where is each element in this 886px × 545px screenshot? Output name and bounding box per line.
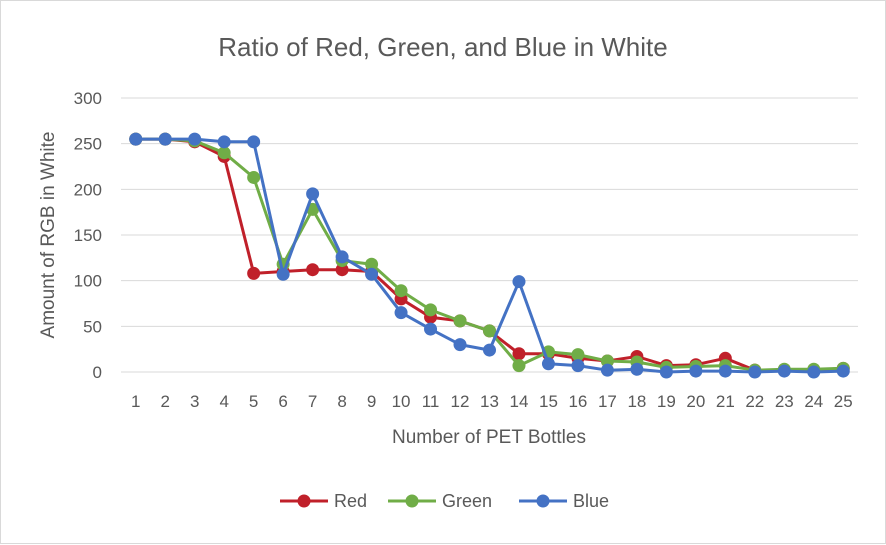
data-point-green: [571, 348, 585, 362]
x-tick-label: 19: [657, 392, 676, 411]
data-point-blue: [306, 187, 320, 201]
data-point-blue: [718, 364, 732, 378]
data-point-green: [365, 257, 379, 271]
data-point-green: [600, 354, 614, 368]
y-tick-label: 100: [74, 272, 102, 291]
data-point-blue: [512, 275, 526, 289]
x-tick-label: 10: [392, 392, 411, 411]
legend-item-green: Green: [388, 491, 492, 511]
series-red: [129, 132, 850, 377]
x-tick-label: 24: [804, 392, 823, 411]
x-tick-label: 22: [745, 392, 764, 411]
x-tick-label: 8: [337, 392, 346, 411]
data-point-blue: [424, 322, 438, 336]
x-tick-label: 12: [451, 392, 470, 411]
data-point-green: [217, 146, 231, 160]
data-point-blue: [571, 359, 585, 373]
x-axis-label: Number of PET Bottles: [392, 427, 586, 448]
y-tick-label: 300: [74, 89, 102, 108]
y-tick-label: 200: [74, 180, 102, 199]
y-axis-ticks: 0 50 100 150 200 250 300: [74, 89, 102, 382]
data-series: [129, 132, 850, 379]
y-tick-label: 150: [74, 226, 102, 245]
legend-item-red: Red: [280, 491, 367, 511]
x-tick-label: 20: [686, 392, 705, 411]
x-tick-label: 7: [308, 392, 317, 411]
x-tick-label: 3: [190, 392, 199, 411]
data-point-blue: [836, 364, 850, 378]
data-point-red: [247, 266, 261, 280]
data-point-blue: [158, 132, 172, 146]
data-point-blue: [247, 135, 261, 149]
y-tick-label: 250: [74, 135, 102, 154]
data-point-green: [247, 170, 261, 184]
data-point-blue: [748, 365, 762, 379]
x-tick-label: 14: [510, 392, 529, 411]
data-point-green: [394, 284, 408, 298]
x-tick-label: 6: [278, 392, 287, 411]
data-point-blue: [276, 267, 290, 281]
data-point-blue: [188, 132, 202, 146]
legend-marker-red: [297, 494, 311, 508]
x-tick-label: 25: [834, 392, 853, 411]
legend-item-blue: Blue: [519, 491, 609, 511]
data-point-green: [512, 359, 526, 373]
data-point-red: [306, 263, 320, 277]
x-tick-label: 13: [480, 392, 499, 411]
data-point-blue: [129, 132, 143, 146]
data-point-red: [512, 347, 526, 361]
data-point-blue: [394, 306, 408, 320]
data-point-blue: [630, 362, 644, 376]
legend-label-red: Red: [334, 491, 367, 511]
x-tick-label: 11: [422, 392, 440, 411]
data-point-blue: [453, 338, 467, 352]
x-tick-label: 18: [627, 392, 646, 411]
legend-label-blue: Blue: [573, 491, 609, 511]
x-tick-label: 16: [568, 392, 587, 411]
series-green: [129, 132, 850, 377]
x-tick-label: 17: [598, 392, 617, 411]
data-point-blue: [541, 357, 555, 371]
y-axis-label: Amount of RGB in White: [38, 132, 59, 339]
data-point-blue: [600, 363, 614, 377]
legend-marker-green: [405, 494, 419, 508]
data-point-blue: [777, 364, 791, 378]
data-point-blue: [659, 365, 673, 379]
x-tick-label: 1: [131, 392, 140, 411]
x-tick-label: 5: [249, 392, 258, 411]
x-tick-label: 23: [775, 392, 794, 411]
y-tick-label: 50: [83, 317, 102, 336]
x-tick-label: 21: [716, 392, 735, 411]
legend-label-green: Green: [442, 491, 492, 511]
legend-marker-blue: [536, 494, 550, 508]
y-tick-label: 0: [93, 363, 102, 382]
data-point-green: [424, 303, 438, 317]
data-point-blue: [217, 135, 231, 149]
data-point-blue: [335, 250, 349, 264]
x-axis-ticks: 1 2 3 4 5 6 7 8 9 10 11 12 13 14 15 16 17 18 19 20 21 22 23 24 2…: [131, 392, 853, 411]
x-tick-label: 15: [539, 392, 558, 411]
data-point-blue: [365, 267, 379, 281]
legend: Red Green Blue: [280, 491, 609, 511]
x-tick-label: 9: [367, 392, 376, 411]
x-tick-label: 2: [160, 392, 169, 411]
data-point-blue: [807, 365, 821, 379]
series-blue: [129, 132, 850, 379]
data-point-blue: [689, 364, 703, 378]
data-point-blue: [483, 343, 496, 357]
data-point-red: [335, 263, 349, 277]
x-tick-label: 4: [219, 392, 228, 411]
data-point-green: [453, 314, 467, 328]
chart-title: Ratio of Red, Green, and Blue in White: [218, 32, 667, 62]
data-point-green: [483, 324, 496, 338]
